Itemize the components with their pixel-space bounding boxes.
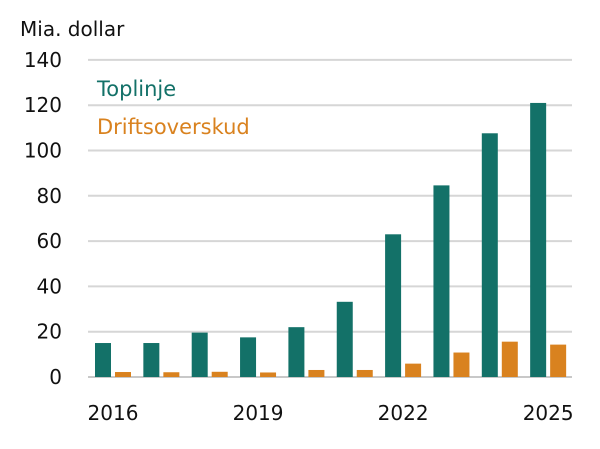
legend-toplinje: Toplinje bbox=[96, 77, 176, 101]
bar-toplinje-2024 bbox=[481, 133, 498, 377]
bar-driftsoverskud-2025 bbox=[550, 344, 567, 377]
bar-driftsoverskud-2016 bbox=[115, 372, 131, 377]
bar-toplinje-2023 bbox=[433, 185, 450, 377]
bar-toplinje-2019 bbox=[240, 337, 257, 377]
y-tick-label: 60 bbox=[37, 229, 62, 253]
x-tick-label: 2016 bbox=[88, 401, 139, 425]
bar-toplinje-2016 bbox=[95, 343, 111, 377]
bar-driftsoverskud-2019 bbox=[260, 372, 277, 377]
x-tick-label: 2025 bbox=[523, 401, 574, 425]
y-tick-label: 140 bbox=[24, 48, 62, 72]
bar-driftsoverskud-2017 bbox=[163, 372, 180, 377]
bar-driftsoverskud-2023 bbox=[453, 352, 470, 377]
bar-driftsoverskud-2024 bbox=[501, 341, 518, 377]
y-tick-label: 80 bbox=[37, 184, 62, 208]
y-tick-label: 100 bbox=[24, 139, 62, 163]
legend-driftsoverskud: Driftsoverskud bbox=[97, 115, 250, 139]
bar-toplinje-2018 bbox=[191, 332, 208, 377]
y-tick-label: 0 bbox=[49, 365, 62, 389]
bar-driftsoverskud-2020 bbox=[308, 369, 325, 377]
chart-title: Mia. dollar bbox=[20, 17, 125, 41]
x-tick-label: 2022 bbox=[378, 401, 429, 425]
bar-toplinje-2020 bbox=[288, 327, 305, 377]
y-tick-label: 40 bbox=[37, 274, 62, 298]
bar-driftsoverskud-2021 bbox=[356, 369, 373, 377]
bar-driftsoverskud-2022 bbox=[405, 363, 422, 377]
bar-toplinje-2025 bbox=[530, 102, 547, 377]
y-tick-label: 120 bbox=[24, 93, 62, 117]
bar-driftsoverskud-2018 bbox=[211, 371, 228, 377]
bar-toplinje-2021 bbox=[336, 301, 353, 377]
bar-toplinje-2017 bbox=[143, 343, 160, 377]
x-tick-label: 2019 bbox=[233, 401, 284, 425]
y-tick-label: 20 bbox=[37, 320, 62, 344]
bar-toplinje-2022 bbox=[385, 234, 402, 377]
